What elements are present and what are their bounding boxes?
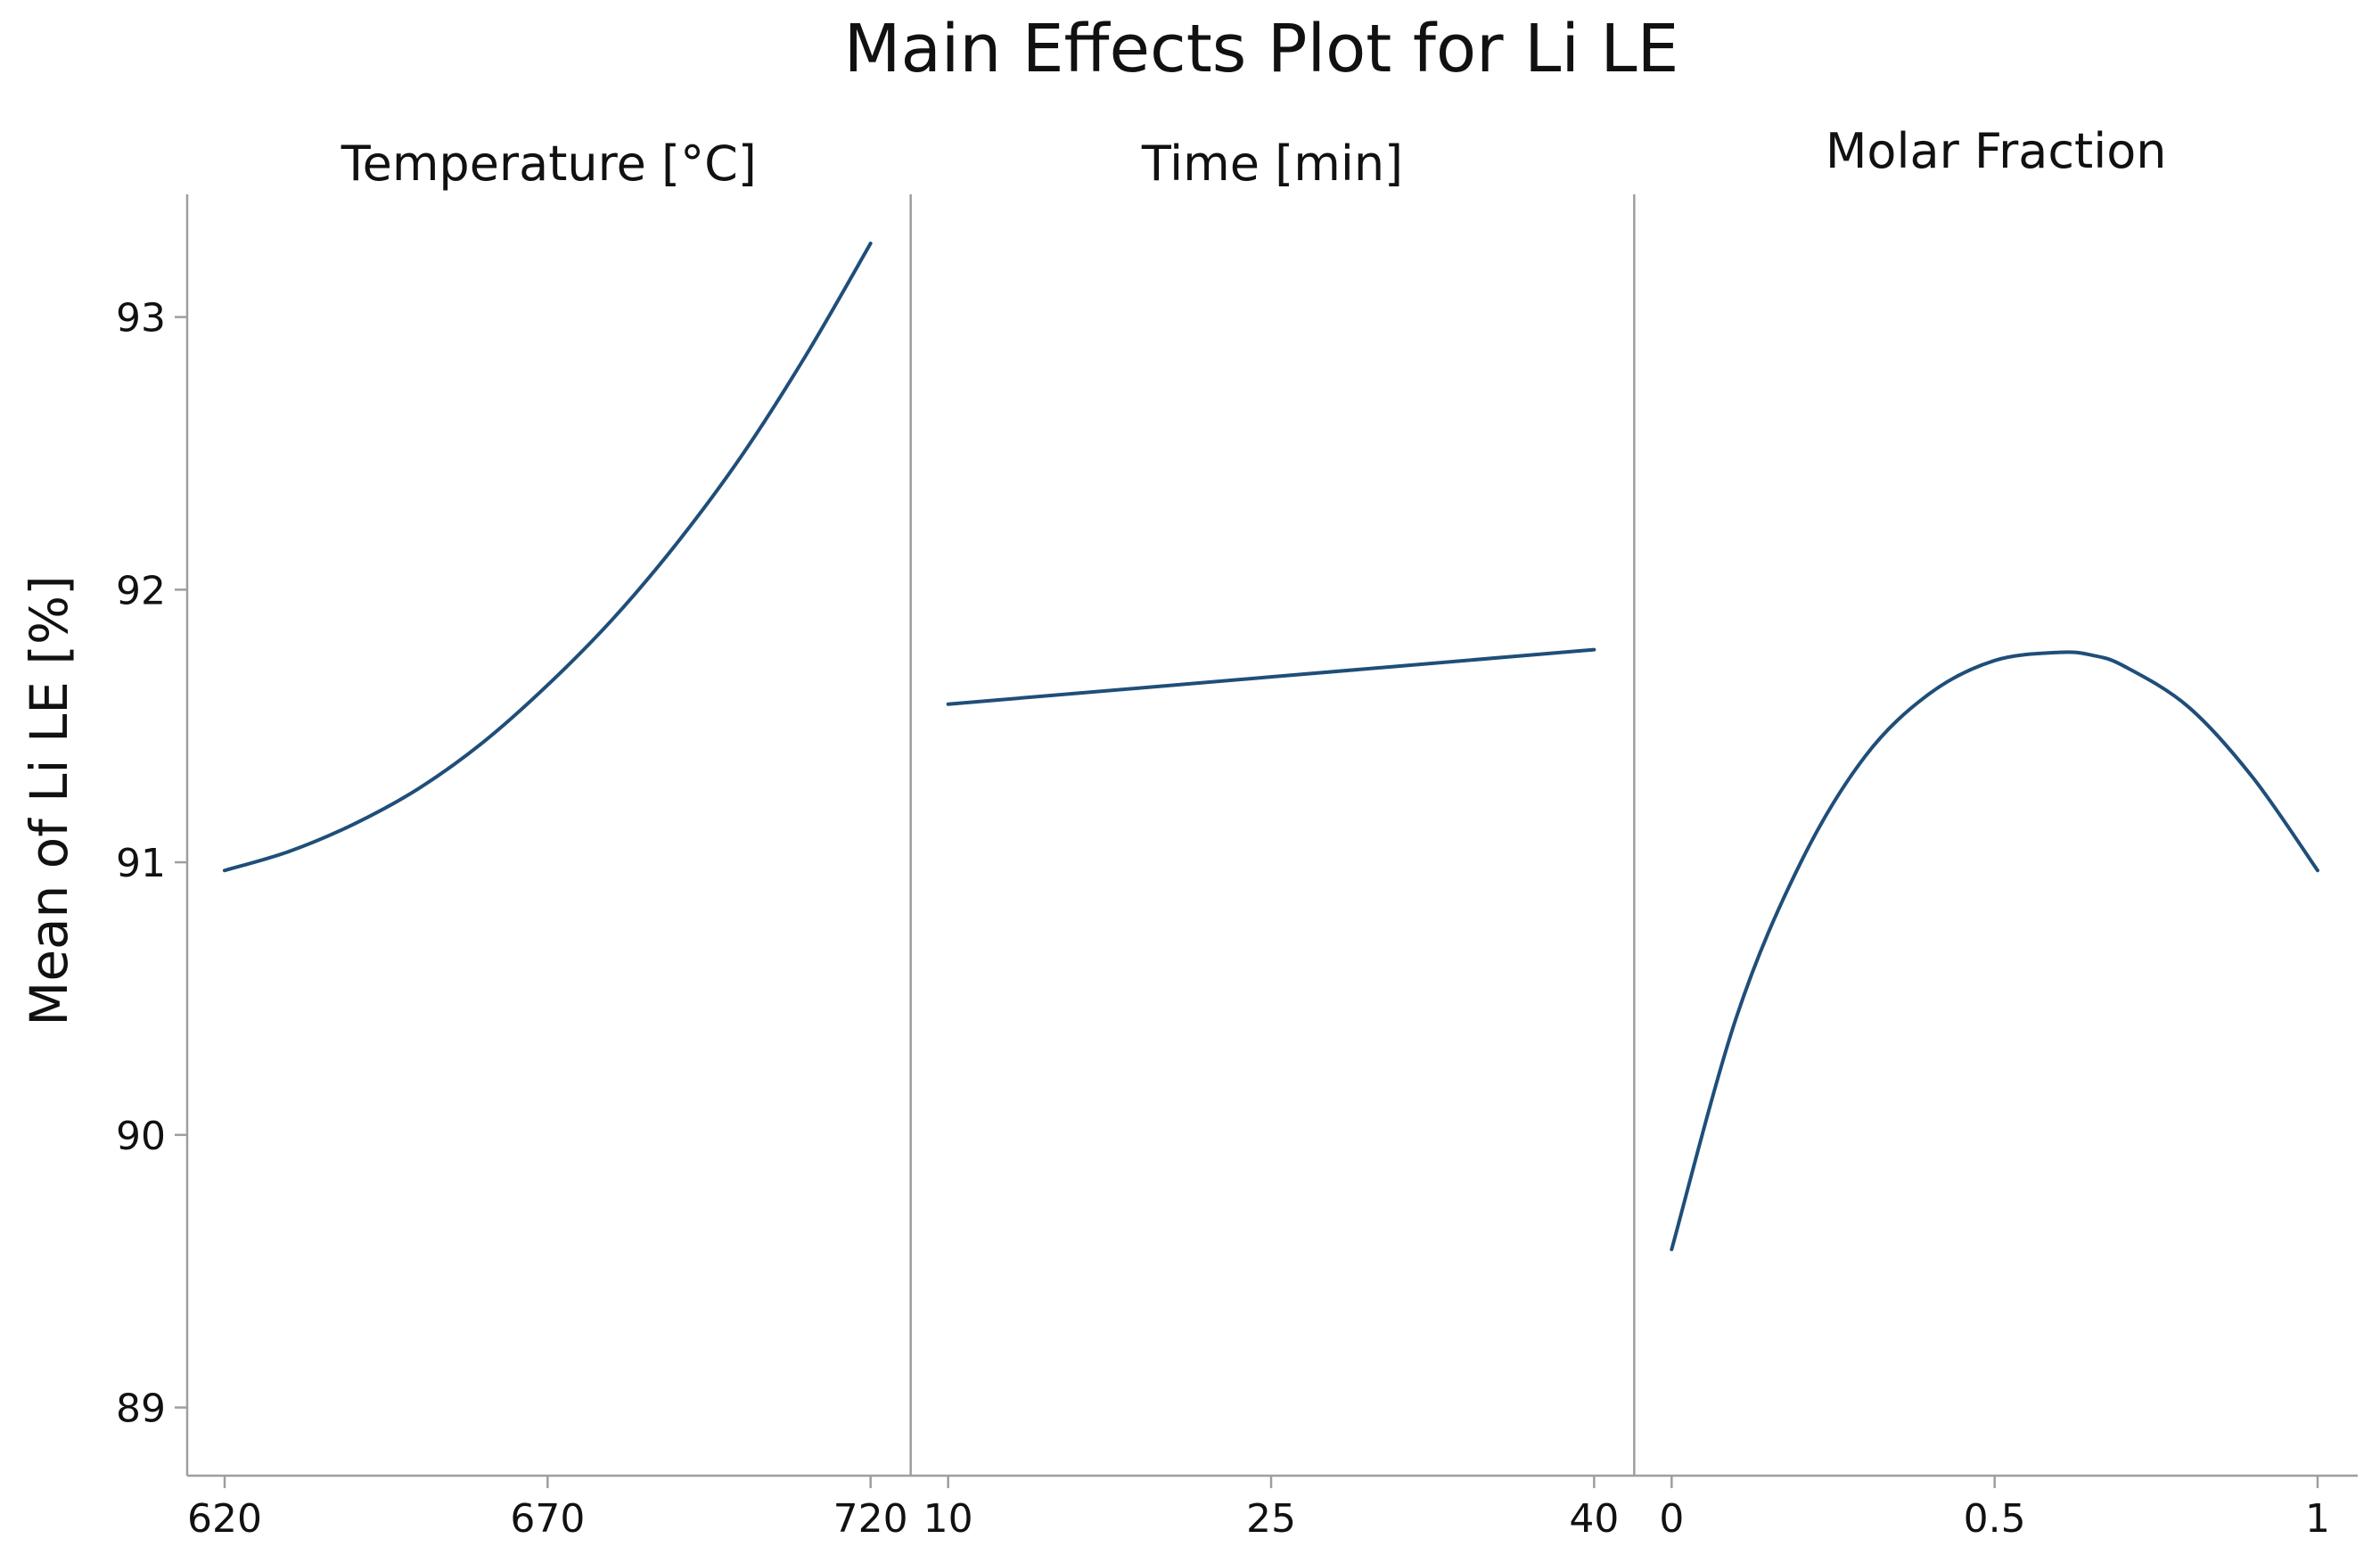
y-axis-label: Mean of Li LE [%] (19, 575, 79, 1025)
y-tick-label: 92 (116, 568, 166, 613)
x-tick-label: 1 (2305, 1496, 2330, 1542)
x-tick-label: 40 (1569, 1496, 1619, 1542)
y-tick-label: 93 (116, 296, 166, 341)
panel-1: Temperature [°C] 620 670 720 (187, 136, 908, 1542)
chart-title: Main Effects Plot for Li LE (844, 11, 1679, 87)
y-tick-label: 89 (116, 1387, 166, 1432)
panel-2: Time [min] 10 25 40 (923, 136, 1620, 1542)
axes-layer (185, 194, 2358, 1477)
panel-title: Time [min] (1141, 136, 1403, 192)
main-effect-line (946, 647, 1596, 706)
panel-3: Molar Fraction 0 0.5 1 (1659, 123, 2330, 1542)
panel-title: Temperature [°C] (341, 136, 757, 192)
x-tick-label: 670 (510, 1496, 585, 1542)
x-tick-label: 0.5 (1964, 1496, 2026, 1542)
y-tick-label: 91 (116, 841, 166, 886)
y-tick-label: 90 (116, 1114, 166, 1159)
x-tick-label: 0 (1659, 1496, 1684, 1542)
x-tick-label: 10 (923, 1496, 973, 1542)
x-tick-label: 25 (1246, 1496, 1296, 1542)
main-effect-line (223, 242, 873, 873)
x-tick-label: 620 (187, 1496, 262, 1542)
x-tick-label: 720 (833, 1496, 908, 1542)
main-effect-line (1670, 650, 2319, 1252)
y-ticks-layer: 89 90 91 92 93 (116, 296, 187, 1432)
panel-title: Molar Fraction (1826, 123, 2167, 179)
